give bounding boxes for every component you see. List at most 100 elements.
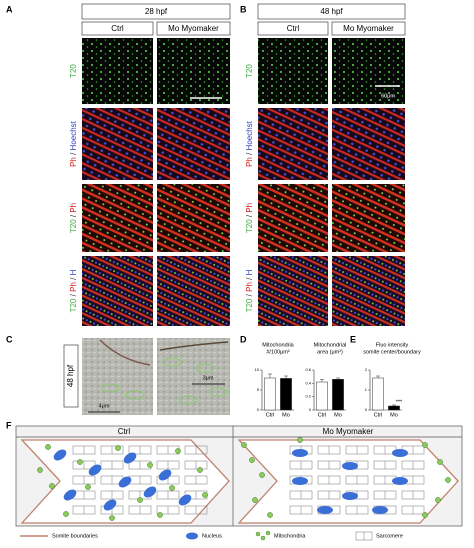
row-label-part: Ph — [245, 203, 254, 213]
mitochondrion — [437, 459, 443, 465]
panel-label: F — [6, 420, 12, 430]
row-label-part: T20 — [69, 64, 78, 78]
mitochondrion — [197, 467, 203, 473]
micrograph — [82, 184, 153, 252]
mitochondrion — [63, 511, 69, 517]
row-label-part: T20 — [69, 219, 78, 233]
bar — [316, 381, 328, 411]
y-tick-label: 2 — [365, 367, 368, 372]
condition-header: Mo Myomaker — [168, 24, 219, 33]
nucleus — [292, 477, 308, 485]
mitochondrion-outline — [178, 395, 198, 405]
nucleus — [103, 499, 117, 511]
micrograph — [157, 184, 230, 252]
micrograph — [258, 184, 328, 252]
y-tick-label: 0.4 — [305, 380, 311, 385]
mitochondrion — [115, 445, 121, 451]
em-image — [157, 338, 230, 415]
bar — [372, 377, 384, 411]
condition-header: Ctrl — [287, 24, 300, 33]
significance: *** — [396, 399, 403, 405]
micrograph — [332, 108, 405, 180]
condition-box — [257, 21, 329, 36]
mitochondrion-outline — [100, 383, 120, 393]
legend-mitochondrion — [255, 531, 261, 537]
micrograph — [157, 38, 230, 104]
micrograph — [82, 256, 153, 326]
mitochondrion — [137, 497, 143, 503]
row-label: T20 / Ph / H — [69, 269, 78, 312]
mitochondrion — [157, 512, 163, 518]
row-label: T20 — [245, 64, 254, 78]
x-tick-label: Ctrl — [374, 412, 383, 418]
mitochondrion — [445, 477, 451, 483]
row-label-part: / — [69, 213, 78, 220]
mitochondrion — [252, 497, 258, 503]
mitochondrion-outline — [195, 363, 215, 373]
mitochondrion — [297, 437, 303, 443]
membrane — [159, 341, 229, 351]
row-label-part: H — [245, 269, 254, 275]
row-label: Ph / Hoechst — [245, 120, 254, 167]
row-label-part: / — [69, 275, 78, 282]
y-tick-label: 0 — [257, 407, 260, 412]
mitochondrion — [37, 467, 43, 473]
row-label-part: T20 — [69, 298, 78, 312]
nucleus — [342, 492, 358, 500]
condition-header: Mo Myomaker — [343, 24, 394, 33]
mitochondrion — [45, 444, 51, 450]
row-label: T20 / Ph / H — [245, 269, 254, 312]
mitochondrion — [422, 512, 428, 518]
condition-box — [331, 21, 406, 36]
row-label-part: / — [245, 213, 254, 220]
nucleus — [53, 449, 67, 461]
header-box — [257, 3, 406, 20]
y-tick-label: 0.2 — [305, 394, 311, 399]
row-label-part: / — [245, 292, 254, 299]
condition-box — [156, 21, 231, 36]
x-tick-label: Mo — [334, 412, 342, 418]
panel-label: D — [240, 334, 247, 344]
nucleus — [143, 486, 157, 498]
row-label-part: / — [245, 150, 254, 157]
row-label-part: Hoechst — [245, 120, 254, 150]
row-label: Ph / Hoechst — [69, 120, 78, 167]
nucleus — [317, 506, 333, 514]
nucleus — [342, 462, 358, 470]
nucleus — [123, 452, 137, 464]
micrograph — [82, 108, 153, 180]
mitochondrion — [85, 484, 91, 490]
row-label: T20 / Ph — [245, 203, 254, 233]
mitochondrion — [249, 457, 255, 463]
row-label-part: Hoechst — [69, 120, 78, 150]
mitochondrion — [77, 459, 83, 465]
mitochondrion — [435, 497, 441, 503]
mitochondrion — [169, 485, 175, 491]
mitochondrion — [241, 442, 247, 448]
scale-label: 60μm — [381, 93, 395, 99]
mitochondrion-outline — [208, 387, 228, 397]
legend-mitochondrion — [260, 535, 266, 541]
legend-mitochondrion — [265, 530, 271, 536]
y-tick-label: 1 — [365, 387, 368, 392]
scale-label: 4μm — [99, 403, 110, 409]
chart-title: #/100μm² — [266, 349, 290, 355]
x-tick-label: Mo — [282, 412, 290, 418]
row-label-part: T20 — [245, 64, 254, 78]
y-tick-label: 0 — [365, 407, 368, 412]
mitochondrion — [422, 442, 428, 448]
condition-box — [81, 21, 154, 36]
nucleus — [178, 494, 192, 506]
bar — [388, 405, 400, 411]
time-label: 48 hpf — [66, 364, 75, 387]
x-tick-label: Ctrl — [318, 412, 327, 418]
bar — [280, 378, 292, 411]
mitochondrion — [267, 512, 273, 518]
micrograph — [258, 108, 328, 180]
y-tick-label: 10 — [255, 367, 260, 372]
panel-label: E — [350, 334, 356, 344]
header-box — [81, 3, 231, 20]
legend-label: Sarcomere — [376, 533, 403, 539]
time-header: 48 hpf — [320, 7, 343, 16]
